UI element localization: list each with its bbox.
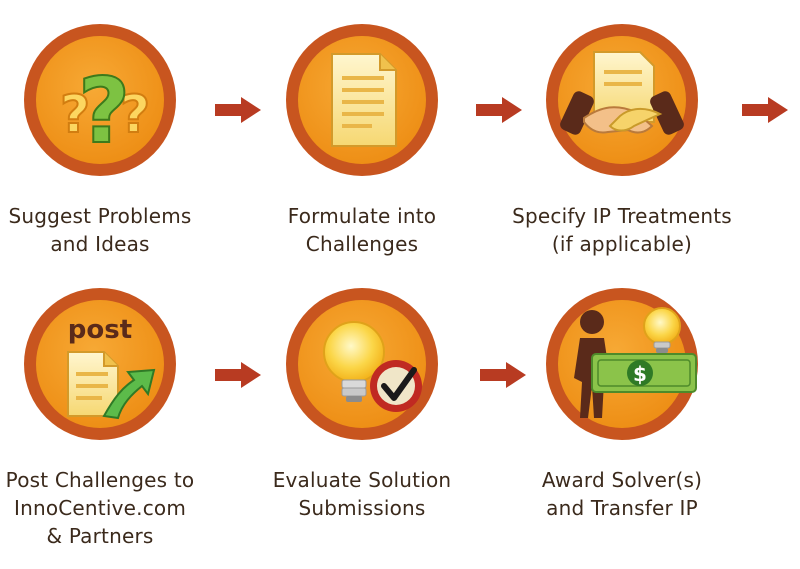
step-4-label: Post Challenges to InnoCentive.com & Par… — [0, 466, 220, 550]
step-4-line-3: & Partners — [46, 524, 154, 548]
step-5-line-1: Evaluate Solution — [272, 468, 452, 492]
step-1-line-2: and Ideas — [50, 232, 150, 256]
step-2-line-2: Challenges — [305, 232, 419, 256]
step-4-line-2: InnoCentive.com — [13, 496, 187, 520]
step-6-line-2: and Transfer IP — [546, 496, 698, 520]
step-2-badge — [284, 22, 440, 178]
step-6-line-1: Award Solver(s) — [541, 468, 703, 492]
step-2-line-1: Formulate into — [287, 204, 437, 228]
arrow-right-icon — [215, 362, 261, 388]
step-3-badge — [544, 22, 700, 178]
step-3-label: Specify IP Treatments (if applicable) — [502, 202, 742, 258]
step-3-line-2: (if applicable) — [551, 232, 693, 256]
step-5-line-2: Submissions — [298, 496, 426, 520]
post-document-icon: post — [67, 315, 156, 420]
award-money-icon: $ — [574, 307, 697, 418]
svg-text:?: ? — [60, 85, 90, 145]
dollar-sign: $ — [633, 362, 647, 386]
arrow-right-icon — [742, 97, 788, 123]
step-1-badge: ? ? ? — [22, 22, 178, 178]
step-6-badge: $ — [544, 286, 700, 442]
step-4-badge: post — [22, 286, 178, 442]
step-1-label: Suggest Problems and Ideas — [0, 202, 220, 258]
step-4-line-1: Post Challenges to — [5, 468, 195, 492]
question-marks-icon: ? ? ? — [59, 58, 151, 165]
lightbulb-check-icon — [323, 321, 422, 412]
step-2-label: Formulate into Challenges — [242, 202, 482, 258]
post-text: post — [68, 315, 132, 345]
arrow-right-icon — [215, 97, 261, 123]
step-3-line-1: Specify IP Treatments — [512, 204, 732, 228]
step-5-label: Evaluate Solution Submissions — [242, 466, 482, 522]
step-6-label: Award Solver(s) and Transfer IP — [502, 466, 742, 522]
document-icon — [331, 53, 397, 147]
svg-text:?: ? — [78, 59, 130, 164]
arrow-right-icon — [480, 362, 526, 388]
handshake-icon — [560, 51, 684, 135]
arrow-right-icon — [476, 97, 522, 123]
step-1-line-1: Suggest Problems — [8, 204, 192, 228]
svg-text:?: ? — [120, 85, 150, 145]
step-5-badge — [284, 286, 440, 442]
